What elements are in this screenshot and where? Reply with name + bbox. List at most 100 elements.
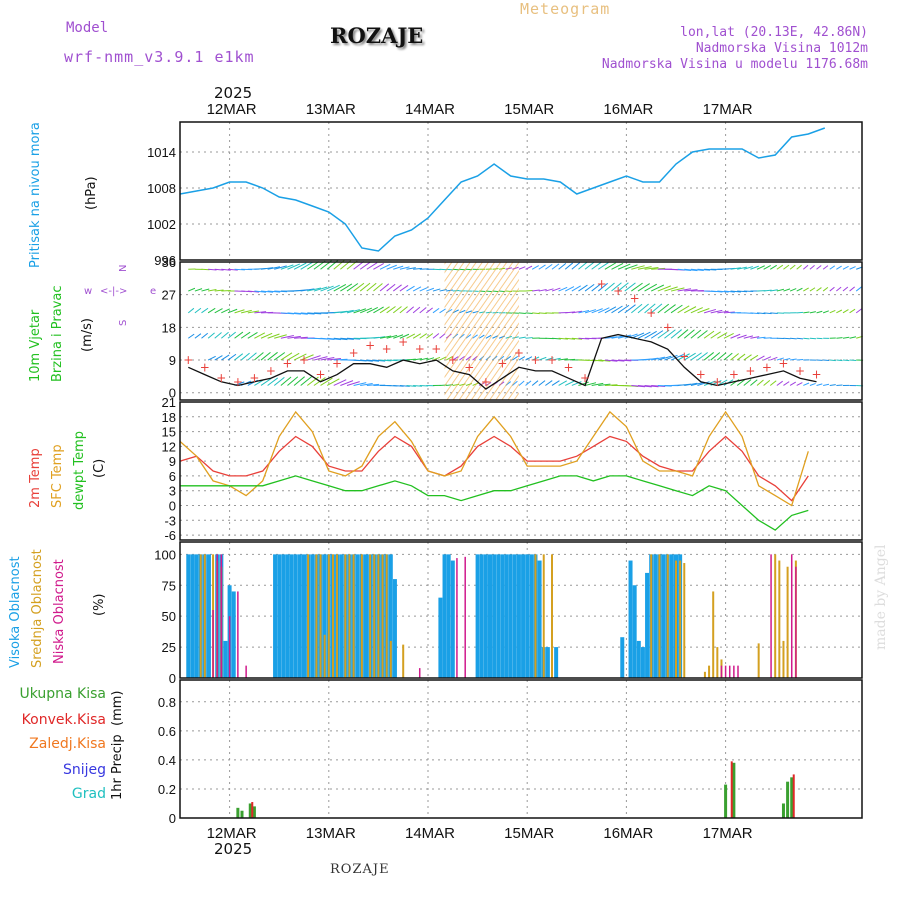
wind-arrow xyxy=(717,290,729,293)
wind-gust-marker: + xyxy=(448,353,458,367)
cloud-bar-high xyxy=(223,640,228,678)
wind-arrow xyxy=(644,330,657,339)
wind-arrow xyxy=(796,358,804,361)
wind-arrow xyxy=(717,310,729,314)
station-title: ROZAJE xyxy=(330,23,424,48)
wind-arrow xyxy=(684,306,697,314)
y-tick-label: 0.8 xyxy=(158,695,176,710)
wind-gust-marker: + xyxy=(415,342,425,356)
wind-arrow xyxy=(617,304,630,314)
wind-arrow xyxy=(763,265,771,270)
wind-arrow xyxy=(617,263,631,270)
wind-arrow xyxy=(776,264,784,270)
wind-arrow xyxy=(737,266,747,270)
wind-gust-marker: + xyxy=(597,277,607,291)
year-top: 2025 xyxy=(214,84,253,102)
cloud-bar-low xyxy=(237,591,239,678)
cloud-bar-low xyxy=(220,554,223,678)
wind-arrow xyxy=(359,282,371,292)
wind-arrow xyxy=(558,380,567,386)
cloud-bar-low xyxy=(464,556,466,678)
wind-arrow xyxy=(631,265,645,270)
wind-arrow xyxy=(531,380,539,386)
wind-arrow xyxy=(564,262,574,270)
cloud-bar-high xyxy=(632,585,637,678)
wind-arrow xyxy=(651,356,666,361)
wind-arrow xyxy=(842,286,849,292)
cloud-bar-mid xyxy=(348,554,351,678)
wind-arrow xyxy=(578,284,588,292)
wind-arrow xyxy=(809,264,815,270)
wind-arrow xyxy=(399,285,409,292)
wind-arrow xyxy=(598,262,609,270)
wind-gust-marker: + xyxy=(663,320,673,334)
cloud-bar-low xyxy=(770,554,772,678)
wind-arrow xyxy=(564,286,575,292)
cloud-bar-mid xyxy=(782,640,785,678)
cloud-bar-low xyxy=(228,616,231,678)
wind-arrow xyxy=(690,268,704,272)
wind-arrow xyxy=(730,353,739,361)
wind-gust-marker: + xyxy=(216,371,226,385)
wind-arrow xyxy=(604,359,618,362)
wind-arrow xyxy=(300,288,315,292)
cloud-bar-high xyxy=(669,554,674,678)
wind-arrow xyxy=(386,334,398,339)
cloud-bar-high xyxy=(636,640,641,678)
wind-arrow xyxy=(313,286,328,292)
wind-arrow xyxy=(836,309,843,314)
y-tick-label: 36 xyxy=(162,255,176,270)
cloud-bar-high xyxy=(446,554,451,678)
wind-arrow xyxy=(208,288,217,292)
wind-arrow xyxy=(227,308,238,314)
wind-arrow xyxy=(353,282,365,292)
day-label-bottom: 16MAR xyxy=(603,825,653,842)
wind-arrow xyxy=(187,307,195,314)
wind-gust-marker: + xyxy=(630,291,640,305)
wind-arrow xyxy=(584,382,597,386)
cloud-bar-high xyxy=(293,554,298,678)
wind-arrow xyxy=(518,356,526,361)
wind-arrow xyxy=(631,303,643,314)
wind-arrow xyxy=(274,265,287,270)
wind-arrow xyxy=(393,384,404,387)
wind-arrow xyxy=(677,353,690,361)
wind-gust-marker: + xyxy=(547,353,557,367)
wind-arrow xyxy=(849,308,856,314)
cloud-bar-high xyxy=(508,554,513,678)
wind-arrow xyxy=(525,380,532,386)
wind-gust-marker: + xyxy=(696,368,706,382)
wind-arrow xyxy=(518,312,526,314)
wind-arrow xyxy=(796,264,802,270)
y-tick-label: 15 xyxy=(162,425,176,440)
wind-arrow xyxy=(829,359,836,362)
wind-arrow xyxy=(770,289,778,292)
wind-gust-marker: + xyxy=(712,375,722,389)
wind-arrow xyxy=(670,287,685,292)
wind-arrow xyxy=(406,333,416,339)
wind-arrow xyxy=(611,359,625,362)
wind-arrow xyxy=(598,383,611,386)
cloud-bar-high xyxy=(479,554,484,678)
wind-arrow xyxy=(293,376,305,386)
wind-arrow xyxy=(710,331,721,339)
cloud-bar-mid xyxy=(675,560,677,678)
wind-arrow xyxy=(770,312,778,315)
wind-speed-line xyxy=(188,333,817,390)
wind-arrow xyxy=(194,307,202,314)
wind-arrow xyxy=(637,266,652,270)
wind-arrow xyxy=(796,287,803,292)
lonlat-label: lon,lat (20.13E, 42.86N) xyxy=(680,25,868,40)
wind-arrow xyxy=(234,353,244,361)
wind-arrow xyxy=(267,290,281,293)
wind-gust-marker: + xyxy=(200,360,210,374)
wind-arrow xyxy=(545,357,554,361)
wind-arrow xyxy=(426,333,434,339)
wind-arrow xyxy=(313,356,328,361)
cloud-bar-high xyxy=(364,554,368,678)
cloud-bar-high xyxy=(492,554,497,678)
wind-arrow xyxy=(565,311,576,314)
wind-arrow xyxy=(241,309,252,314)
wind-arrow xyxy=(406,285,415,292)
wind-arrow xyxy=(525,337,533,339)
